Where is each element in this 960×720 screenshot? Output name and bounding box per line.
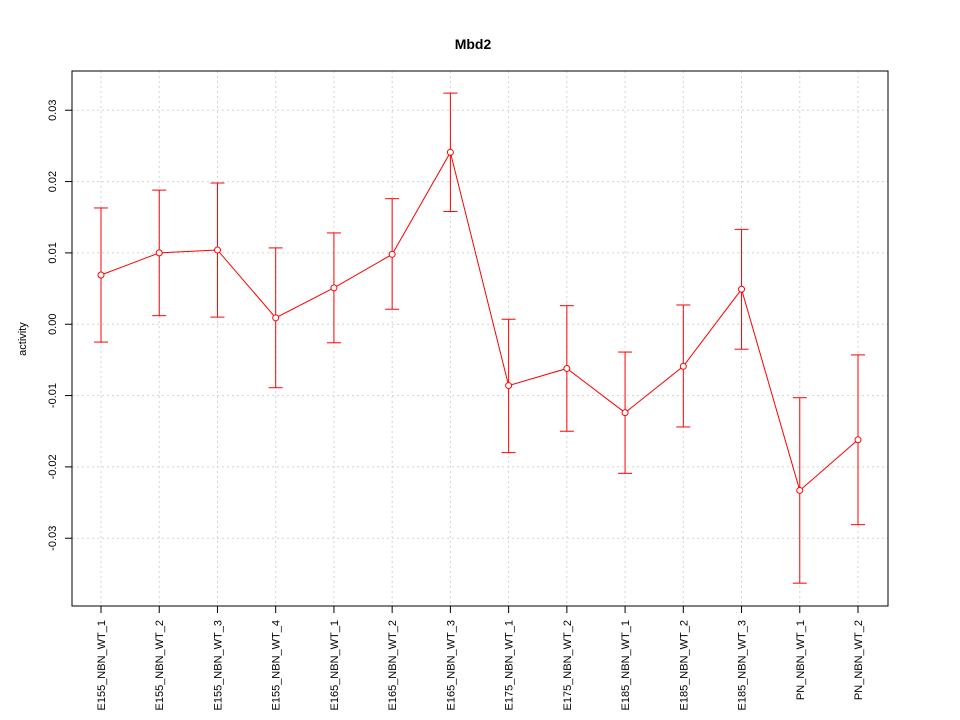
data-point	[272, 314, 280, 322]
data-point	[738, 285, 746, 293]
y-tick-label: 0.00	[47, 314, 59, 335]
data-point	[854, 436, 862, 444]
y-tick-label: 0.01	[47, 242, 59, 263]
data-point	[796, 486, 804, 494]
x-tick-label: E175_NBN_WT_2	[562, 620, 574, 711]
x-tick-label: E165_NBN_WT_1	[329, 620, 341, 711]
data-point	[330, 284, 338, 292]
x-tick-label: PN_NBN_WT_1	[795, 620, 807, 700]
series-line	[100, 150, 859, 492]
data-point	[621, 409, 629, 417]
x-tick-label: E165_NBN_WT_3	[445, 620, 457, 711]
data-point	[563, 364, 571, 372]
x-axis: E155_NBN_WT_1 E155_NBN_WT_2 E155_NBN_WT_3 E…	[96, 606, 865, 711]
x-tick-label: E185_NBN_WT_3	[737, 620, 749, 711]
y-tick-label: -0.03	[47, 526, 59, 551]
x-tick-label: E185_NBN_WT_1	[620, 620, 632, 711]
plot-area-frame	[71, 70, 889, 607]
data-point	[155, 249, 163, 257]
y-axis-label: activity	[17, 322, 29, 356]
x-tick-label: E155_NBN_WT_4	[271, 620, 283, 711]
y-tick-label: 0.03	[47, 100, 59, 121]
y-axis: -0.03 -0.02 -0.01 0.00 0.01 0.02 0.03	[47, 100, 72, 551]
data-point	[213, 246, 221, 254]
data-point	[388, 250, 396, 258]
y-tick-label: 0.02	[47, 171, 59, 192]
x-tick-label: E165_NBN_WT_2	[387, 620, 399, 711]
x-tick-label: E175_NBN_WT_1	[504, 620, 516, 711]
data-point	[505, 382, 513, 390]
data-point	[679, 362, 687, 370]
chart-title: Mbd2	[455, 36, 492, 52]
x-tick-label: E155_NBN_WT_2	[154, 620, 166, 711]
data-point	[97, 271, 105, 279]
y-tick-label: -0.02	[47, 454, 59, 479]
series-layer	[94, 92, 865, 584]
x-tick-label: PN_NBN_WT_2	[853, 620, 865, 700]
x-tick-label: E185_NBN_WT_2	[678, 620, 690, 711]
x-tick-label: E155_NBN_WT_1	[96, 620, 108, 711]
grid	[72, 71, 888, 606]
data-point	[446, 148, 454, 156]
x-tick-label: E155_NBN_WT_3	[212, 620, 224, 711]
y-tick-label: -0.01	[47, 383, 59, 408]
